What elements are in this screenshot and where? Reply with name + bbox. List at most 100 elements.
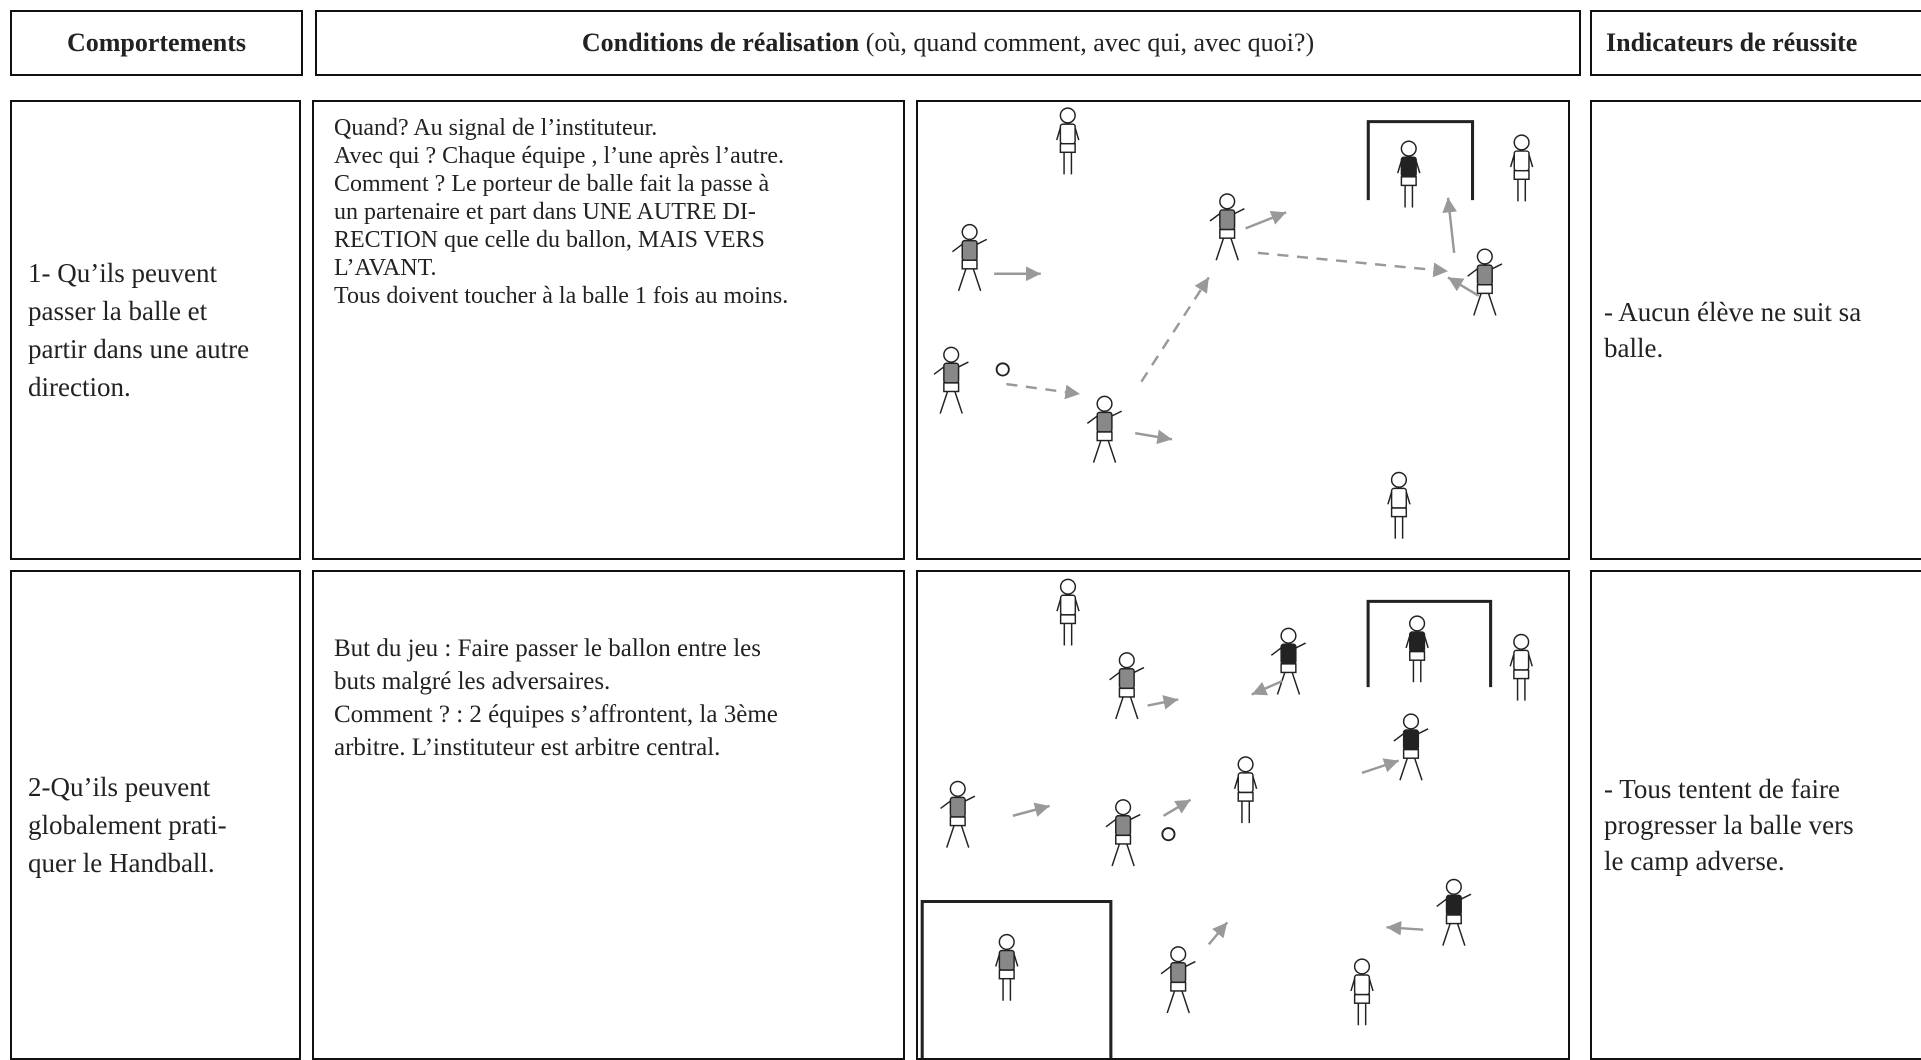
- arm: [1527, 653, 1533, 667]
- text-line: progresser la balle vers: [1604, 810, 1854, 840]
- arrow: [1207, 921, 1229, 946]
- leg: [1092, 440, 1102, 463]
- head: [1402, 713, 1420, 730]
- leg: [946, 825, 955, 848]
- arm: [951, 243, 963, 253]
- arrow: [1442, 197, 1457, 254]
- torso: [1096, 411, 1113, 433]
- torso: [1402, 729, 1420, 751]
- drawing: [920, 578, 1533, 1058]
- arrow: [1251, 679, 1283, 696]
- arm: [1528, 154, 1534, 168]
- text-line: arbitre. L’instituteur est arbitre centr…: [334, 734, 721, 761]
- head: [1118, 652, 1135, 669]
- torso: [1390, 487, 1408, 509]
- arm: [1160, 965, 1172, 975]
- torso: [1118, 668, 1135, 690]
- arm: [1387, 491, 1393, 505]
- shorts: [1409, 650, 1426, 661]
- shorts: [1400, 176, 1417, 187]
- leg: [960, 825, 970, 848]
- head: [943, 346, 960, 363]
- arm: [940, 800, 951, 810]
- arm: [1234, 208, 1245, 215]
- shorts: [1059, 142, 1076, 154]
- torso: [1409, 631, 1426, 653]
- torso: [1059, 123, 1076, 145]
- leg: [1107, 440, 1117, 463]
- figure: [1233, 756, 1258, 824]
- leg: [954, 391, 963, 414]
- arrow: [1386, 920, 1424, 936]
- drawing: [933, 107, 1534, 539]
- torso: [1280, 643, 1297, 665]
- arrow: [1447, 276, 1480, 297]
- shorts: [1170, 981, 1187, 992]
- behavior-cell: 2-Qu’ils peuvent globalement prati-quer l…: [10, 570, 301, 1060]
- torso: [1513, 649, 1530, 671]
- leg: [1456, 923, 1466, 946]
- shorts: [1115, 834, 1132, 845]
- text-line: Quand? Au signal de l’instituteur.: [334, 115, 658, 141]
- shorts: [1096, 431, 1113, 442]
- figure: [995, 933, 1019, 1001]
- head: [1280, 627, 1297, 644]
- arm: [1295, 642, 1306, 649]
- head: [961, 223, 978, 241]
- torso: [1219, 209, 1236, 231]
- arm: [1109, 671, 1120, 681]
- header-text: Conditions de réalisation: [581, 28, 860, 57]
- shorts: [1059, 614, 1077, 625]
- head: [1353, 958, 1371, 975]
- arm: [1252, 776, 1258, 790]
- arm: [1111, 410, 1123, 417]
- shorts: [998, 969, 1015, 980]
- arm: [1074, 598, 1080, 612]
- torso: [1059, 594, 1077, 616]
- text-line: partir dans une autre: [28, 334, 250, 364]
- figure: [1393, 713, 1429, 781]
- arm: [1350, 978, 1356, 992]
- leg: [957, 268, 967, 292]
- goal: [1366, 120, 1475, 201]
- text-line: Avec qui ? Chaque équipe , l’une après l…: [334, 143, 785, 169]
- arm: [1491, 263, 1503, 270]
- arm: [1270, 647, 1282, 656]
- text-line: L’AVANT.: [334, 255, 437, 281]
- head: [1400, 140, 1417, 157]
- figure: [933, 346, 969, 414]
- text-line: 1- Qu’ils peuvent: [28, 258, 217, 288]
- arm: [1423, 635, 1429, 649]
- shorts: [1513, 669, 1530, 680]
- text-line: But du jeu : Faire passer le ballon entr…: [334, 635, 761, 662]
- torso: [1237, 772, 1254, 794]
- shorts: [1219, 228, 1236, 239]
- arrow: [1012, 802, 1050, 817]
- head: [1445, 878, 1462, 895]
- conditions-cell: But du jeu : Faire passer le ballon entr…: [312, 570, 905, 1060]
- shorts: [1445, 914, 1462, 925]
- indicator-cell: - Aucun élève ne suit sa balle.: [1590, 100, 1921, 560]
- illustration: [916, 570, 1570, 1060]
- shorts: [1280, 663, 1297, 674]
- arm: [1509, 653, 1515, 667]
- text-line: le camp adverse.: [1604, 846, 1785, 876]
- arm: [1233, 776, 1239, 790]
- arm: [1209, 213, 1221, 222]
- arrow: [1147, 695, 1179, 710]
- arm: [1086, 415, 1098, 424]
- arm: [1418, 728, 1429, 735]
- shorts: [1402, 748, 1420, 759]
- figure: [951, 223, 988, 292]
- leg: [1399, 757, 1409, 781]
- text-line: - Aucun élève ne suit sa: [1604, 297, 1862, 327]
- torso: [1400, 156, 1417, 178]
- arrow: [1361, 758, 1400, 775]
- arrow: [1140, 276, 1210, 383]
- leg: [1181, 990, 1190, 1014]
- text-line: Tous doivent toucher à la balle 1 fois a…: [334, 283, 789, 309]
- goal: [920, 899, 1113, 1058]
- head: [1409, 615, 1426, 632]
- figure: [1436, 878, 1472, 946]
